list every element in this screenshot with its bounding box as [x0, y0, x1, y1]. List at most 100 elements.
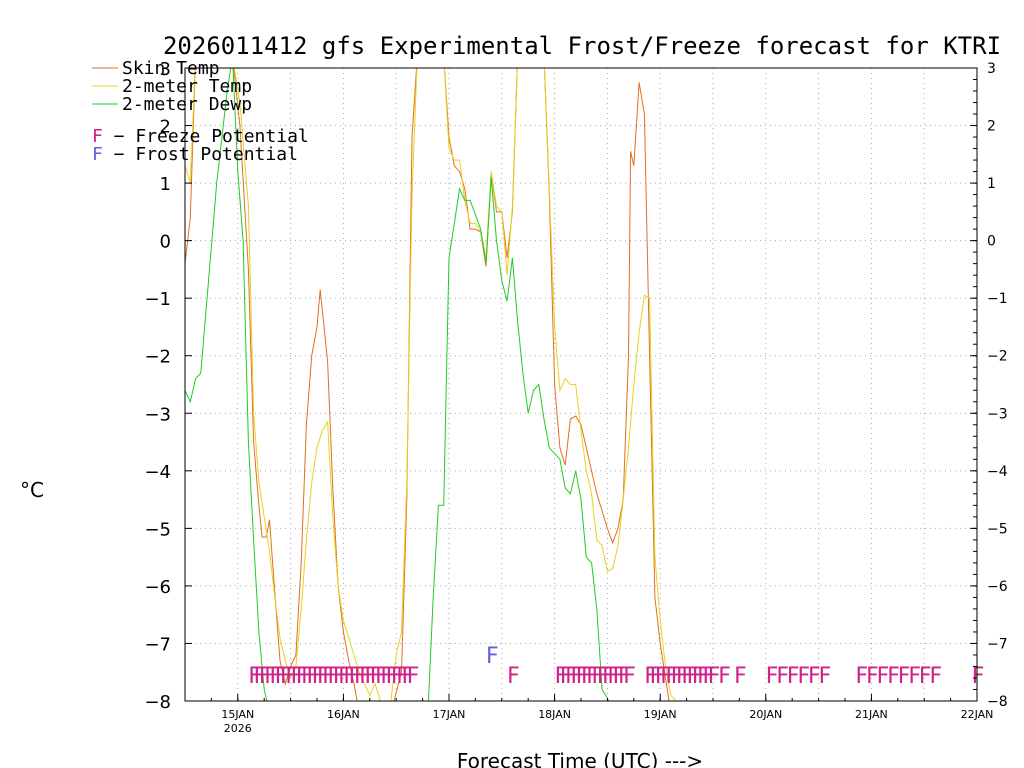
freeze-marker: F [856, 664, 869, 689]
y-axis: −8 −8 −7 −7 −6 −6 −5 −5 −4 −4 −3 −3 −2 −2 −1 −1 0 0 1 1 2 2 3 3 [144, 59, 1007, 713]
x-tick-label: 21JAN [855, 708, 888, 721]
freeze-marker: F [322, 664, 335, 689]
freeze-marker: F [269, 664, 282, 689]
y-tick-label: −8 [144, 692, 171, 713]
y-tick-label-right: −2 [987, 349, 1008, 365]
freeze-marker: F [375, 664, 388, 689]
y-tick-label: −4 [144, 462, 171, 483]
series-group [185, 68, 677, 701]
freeze-marker: F [560, 664, 573, 689]
freeze-marker: F [787, 664, 800, 689]
series-line-2 [185, 68, 610, 701]
series-line-0 [185, 68, 670, 701]
freeze-marker: F [887, 664, 900, 689]
x-tick-label: 16JAN [327, 708, 360, 721]
freeze-marker: F [697, 664, 710, 689]
freeze-marker: F [401, 664, 414, 689]
freeze-marker: F [291, 664, 304, 689]
freeze-marker: F [296, 664, 309, 689]
legend-label: Skin Temp [122, 58, 220, 79]
freeze-marker: F [275, 664, 288, 689]
freeze-marker: F [396, 664, 409, 689]
y-tick-label-right: −4 [987, 464, 1008, 480]
freeze-marker: F [776, 664, 789, 689]
freeze-marker: F [280, 664, 293, 689]
freeze-marker: F [248, 664, 261, 689]
freeze-marker: F [301, 664, 314, 689]
frost-legend: F − Frost Potential [92, 144, 298, 165]
freeze-legend: F − Freeze Potential [92, 126, 309, 147]
y-tick-label: 3 [160, 59, 171, 80]
freeze-marker: F [259, 664, 272, 689]
freeze-marker: F [565, 664, 578, 689]
freeze-marker: F [555, 664, 568, 689]
freeze-marker: F [602, 664, 615, 689]
y-tick-label-right: −8 [987, 694, 1008, 710]
freeze-marker: F [623, 664, 636, 689]
freeze-marker: F [354, 664, 367, 689]
y-tick-label-right: −1 [987, 291, 1008, 307]
y-tick-label-right: 1 [987, 176, 996, 192]
x-tick-sublabel: 2026 [224, 722, 252, 735]
y-tick-label-right: −5 [987, 521, 1008, 537]
y-tick-label-right: −6 [987, 579, 1008, 595]
series-line-1 [185, 68, 677, 701]
freeze-marker: F [650, 664, 663, 689]
freeze-marker: F [343, 664, 356, 689]
freeze-marker: F [766, 664, 779, 689]
plot-frame [184, 67, 978, 702]
freeze-marker: F [349, 664, 362, 689]
x-tick-label: 22JAN [961, 708, 994, 721]
freeze-marker: F [665, 664, 678, 689]
y-tick-label-right: 3 [987, 61, 996, 77]
grid [185, 68, 977, 701]
freeze-marker: F [819, 664, 832, 689]
freeze-marker: F [586, 664, 599, 689]
freeze-marker: F [312, 664, 325, 689]
freeze-marker: F [613, 664, 626, 689]
freeze-marker: F [380, 664, 393, 689]
freeze-marker: F [676, 664, 689, 689]
freeze-marker: F [317, 664, 330, 689]
freeze-marker: F [285, 664, 298, 689]
freeze-marker: F [359, 664, 372, 689]
freeze-marker: F [407, 664, 420, 689]
y-tick-label: −7 [144, 634, 171, 655]
freeze-marker: F [660, 664, 673, 689]
freeze-marker: F [898, 664, 911, 689]
freeze-marker: F [328, 664, 341, 689]
freeze-marker: F [972, 664, 985, 689]
freeze-marker: F [671, 664, 684, 689]
freeze-marker: F [797, 664, 810, 689]
freeze-marker: F [597, 664, 610, 689]
y-tick-label: −5 [144, 519, 171, 540]
freeze-marker: F [306, 664, 319, 689]
x-tick-label: 17JAN [433, 708, 466, 721]
x-axis-label: Forecast Time (UTC) ---> [457, 749, 703, 768]
freeze-marker: F [391, 664, 404, 689]
freeze-marker: F [866, 664, 879, 689]
y-tick-label-right: −3 [987, 406, 1008, 422]
y-axis-label: °C [20, 478, 44, 502]
freeze-marker: F [264, 664, 277, 689]
freeze-marker: F [877, 664, 890, 689]
frost-marker: F [486, 644, 499, 669]
x-tick-label: 18JAN [538, 708, 571, 721]
freeze-marker: F [254, 664, 267, 689]
freeze-marker: F [333, 664, 346, 689]
y-tick-label: −3 [144, 404, 171, 425]
freeze-marker: F [338, 664, 351, 689]
freeze-marker: F [734, 664, 747, 689]
x-tick-label: 20JAN [749, 708, 782, 721]
freeze-marker: F [576, 664, 589, 689]
y-tick-label-right: 2 [987, 119, 996, 135]
y-tick-label: −6 [144, 577, 171, 598]
y-tick-label: −1 [144, 289, 171, 310]
chart-title: 2026011412 gfs Experimental Frost/Freeze… [163, 32, 1001, 60]
freeze-marker: F [644, 664, 657, 689]
y-tick-label: 1 [160, 174, 171, 195]
